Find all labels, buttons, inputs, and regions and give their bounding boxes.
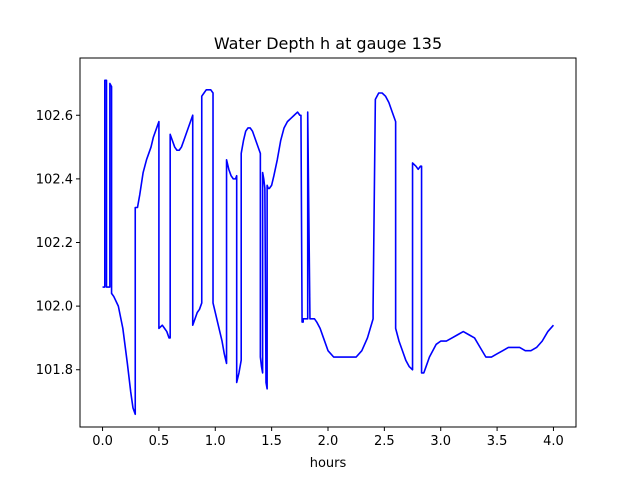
- x-tick-label: 0.0: [92, 434, 113, 449]
- x-tick-label: 0.5: [149, 434, 170, 449]
- y-tick-label: 102.0: [36, 300, 73, 315]
- x-tick-label: 2.5: [374, 434, 395, 449]
- y-tick-label: 102.2: [36, 236, 73, 251]
- x-tick-label: 1.5: [261, 434, 282, 449]
- axis-ticks: 0.0 0.5 1.0 1.5 2.0 2.5 3.0 3.5 4.0 101.8 102.0 102…: [36, 109, 564, 449]
- x-tick-label: 2.0: [318, 434, 339, 449]
- y-tick-label: 102.4: [36, 172, 73, 187]
- x-tick-label: 4.0: [543, 434, 564, 449]
- x-tick-label: 3.5: [487, 434, 508, 449]
- chart-title: Water Depth h at gauge 135: [214, 34, 442, 53]
- x-tick-label: 3.0: [430, 434, 451, 449]
- y-tick-label: 102.6: [36, 109, 73, 124]
- y-tick-label: 101.8: [36, 363, 73, 378]
- x-axis-label: hours: [310, 456, 347, 471]
- plot-area: [102, 79, 555, 416]
- x-tick-label: 1.0: [205, 434, 226, 449]
- plot-frame: [79, 57, 577, 428]
- series-line-0: [102, 79, 555, 416]
